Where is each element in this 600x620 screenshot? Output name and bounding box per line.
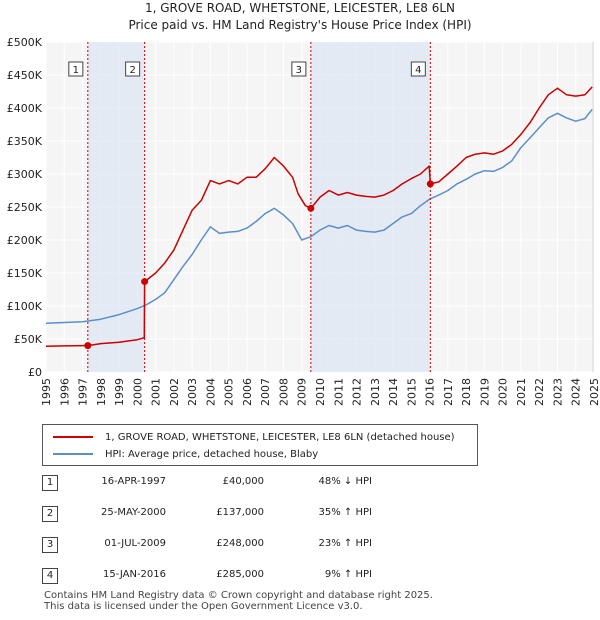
sale-marker-label: 4 — [415, 65, 421, 76]
sale-marker-box — [125, 61, 141, 77]
sale-marker-box — [68, 61, 84, 77]
y-tick-label: £450K — [7, 69, 43, 82]
x-tick-label: 2025 — [588, 378, 600, 406]
x-tick-label: 2019 — [478, 378, 491, 406]
x-tick-label: 2004 — [204, 378, 217, 406]
x-tick-label: 1998 — [95, 378, 108, 406]
x-tick-label: 2020 — [497, 378, 510, 406]
x-tick-label: 2003 — [186, 378, 199, 406]
sale-number: 1 — [42, 475, 58, 491]
x-tick-label: 1995 — [40, 378, 53, 406]
sale-point — [307, 204, 315, 212]
sale-number: 3 — [42, 537, 58, 553]
chart-subtitle: Price paid vs. HM Land Registry's House … — [128, 18, 472, 32]
x-tick-label: 2013 — [369, 378, 382, 406]
sale-row: 2 25-MAY-2000 £137,000 35% ↑ HPI — [42, 506, 442, 522]
x-tick-label: 2014 — [387, 378, 400, 406]
x-tick-label: 2008 — [277, 378, 290, 406]
sale-point — [84, 342, 92, 350]
sale-marker-label: 1 — [73, 65, 79, 76]
y-tick-label: £400K — [7, 102, 43, 115]
x-tick-label: 2005 — [223, 378, 236, 406]
x-tick-label: 2007 — [259, 378, 272, 406]
legend-swatch-property — [53, 436, 93, 438]
legend-item-hpi: HPI: Average price, detached house, Blab… — [53, 447, 318, 461]
legend: 1, GROVE ROAD, WHETSTONE, LEICESTER, LE8… — [42, 424, 478, 466]
price-chart: £0 £50K £100K £150K £200K £250K £300K £350K £400… — [7, 36, 600, 406]
sale-marker-box — [410, 61, 426, 77]
x-tick-label: 2024 — [570, 378, 583, 406]
sale-row: 3 01-JUL-2009 £248,000 23% ↑ HPI — [42, 537, 442, 553]
projection-hatch — [592, 42, 594, 372]
x-tick-label: 2015 — [405, 378, 418, 406]
legend-label-property: 1, GROVE ROAD, WHETSTONE, LEICESTER, LE8… — [105, 431, 455, 443]
x-tick-label: 2009 — [296, 378, 309, 406]
shaded-period — [310, 42, 431, 372]
x-tick-label: 2017 — [442, 378, 455, 406]
sale-date: 15-JAN-2016 — [102, 569, 166, 580]
sale-row: 1 16-APR-1997 £40,000 48% ↓ HPI — [42, 475, 442, 491]
y-tick-label: £0 — [28, 366, 42, 379]
legend-swatch-hpi — [53, 453, 93, 455]
x-tick-label: 1999 — [113, 378, 126, 406]
sale-marker-label: 2 — [129, 65, 135, 76]
sale-number: 4 — [42, 568, 58, 584]
footer-copyright: Contains HM Land Registry data © Crown c… — [44, 590, 433, 601]
sale-price: £137,000 — [216, 507, 264, 518]
legend-label-hpi: HPI: Average price, detached house, Blab… — [105, 448, 319, 460]
x-tick-label: 2011 — [332, 378, 345, 406]
y-tick-label: £250K — [7, 201, 43, 214]
x-tick-label: 2016 — [424, 378, 437, 406]
y-tick-label: £350K — [7, 135, 43, 148]
y-tick-label: £150K — [7, 267, 43, 280]
y-tick-label: £50K — [14, 333, 43, 346]
property-line — [45, 86, 593, 348]
sale-hpi-diff: 9% ↑ HPI — [324, 569, 372, 580]
footer-licence: This data is licensed under the Open Gov… — [44, 601, 363, 612]
sale-price: £248,000 — [216, 538, 264, 549]
x-tick-label: 2012 — [351, 378, 364, 406]
shaded-period — [87, 42, 145, 372]
x-tick-label: 2006 — [241, 378, 254, 406]
sale-point — [141, 278, 149, 286]
legend-item-property: 1, GROVE ROAD, WHETSTONE, LEICESTER, LE8… — [53, 430, 455, 444]
x-tick-label: 2018 — [460, 378, 473, 406]
sale-hpi-diff: 23% ↑ HPI — [318, 538, 372, 549]
x-tick-label: 1996 — [58, 378, 71, 406]
sale-hpi-diff: 35% ↑ HPI — [318, 507, 372, 518]
y-tick-label: £100K — [7, 300, 43, 313]
sale-number: 2 — [42, 506, 58, 522]
y-tick-label: £200K — [7, 234, 43, 247]
sale-row: 4 15-JAN-2016 £285,000 9% ↑ HPI — [42, 568, 442, 584]
sale-date: 01-JUL-2009 — [104, 538, 166, 549]
x-tick-label: 2002 — [168, 378, 181, 406]
x-tick-label: 1997 — [77, 378, 90, 406]
x-tick-label: 2022 — [533, 378, 546, 406]
y-tick-label: £500K — [7, 36, 43, 49]
sale-price: £285,000 — [216, 569, 264, 580]
hpi-line — [45, 108, 593, 324]
sale-hpi-diff: 48% ↓ HPI — [318, 476, 372, 487]
x-tick-label: 2001 — [150, 378, 163, 406]
chart-title: 1, GROVE ROAD, WHETSTONE, LEICESTER, LE8… — [144, 1, 456, 15]
sale-marker-box — [291, 61, 307, 77]
x-tick-label: 2010 — [314, 378, 327, 406]
y-tick-label: £300K — [7, 168, 43, 181]
sale-point — [426, 180, 434, 188]
x-tick-label: 2021 — [515, 378, 528, 406]
sale-date: 16-APR-1997 — [101, 476, 166, 487]
x-tick-label: 2023 — [551, 378, 564, 406]
sale-price: £40,000 — [222, 476, 264, 487]
sale-marker-label: 3 — [296, 65, 302, 76]
sale-date: 25-MAY-2000 — [100, 507, 166, 518]
x-tick-label: 2000 — [131, 378, 144, 406]
